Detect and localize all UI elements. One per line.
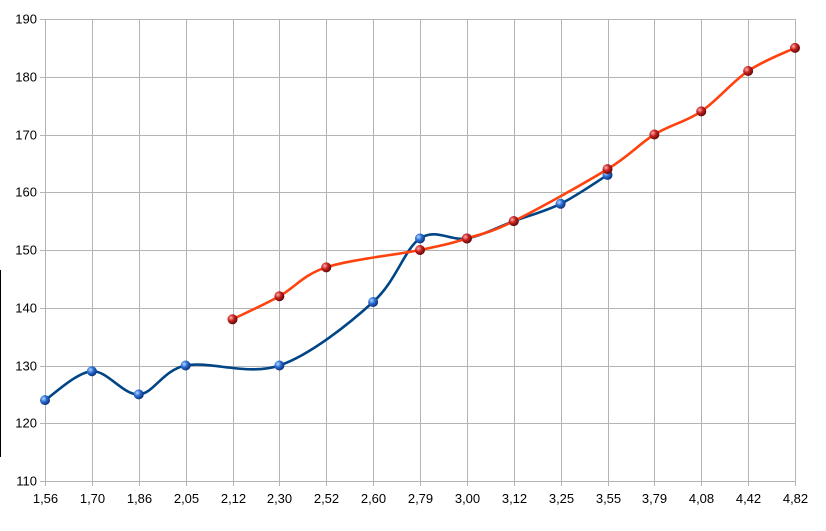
x-tick-label: 4,82 [783, 491, 808, 506]
x-tick-label: 3,79 [642, 491, 667, 506]
x-tick-label: 3,00 [455, 491, 480, 506]
x-tick-label: 2,79 [408, 491, 433, 506]
series-1-point [368, 296, 379, 307]
series-1-point [133, 389, 144, 400]
x-tick-label: 1,86 [127, 491, 152, 506]
series-1-point [40, 395, 50, 406]
x-tick-label: 2,52 [314, 491, 339, 506]
x-tick-label: 2,60 [361, 491, 386, 506]
series-2-line [231, 46, 797, 321]
x-tick-label: 3,25 [549, 491, 574, 506]
left-edge-bar [0, 270, 1, 457]
x-tick-label: 1,70 [80, 491, 105, 506]
series-2-point [696, 106, 707, 117]
y-tick-label: 130 [15, 359, 37, 374]
axes [40, 19, 796, 486]
x-tick-label: 4,08 [689, 491, 714, 506]
y-tick-label: 160 [15, 185, 37, 200]
series-1-point [180, 360, 191, 371]
x-tick-label: 2,05 [174, 491, 199, 506]
x-tick-label: 1,56 [33, 491, 58, 506]
y-tick-label: 170 [15, 128, 37, 143]
y-tick-label: 190 [15, 12, 37, 27]
series-2-point [743, 65, 754, 76]
series-2-point [649, 129, 660, 140]
y-tick-label: 180 [15, 70, 37, 85]
y-tick-label: 110 [16, 474, 37, 489]
series-2-point [227, 314, 238, 325]
series-1-point [274, 360, 285, 371]
series-2-point [274, 291, 285, 302]
series-1-point [555, 198, 566, 209]
series-1-point [86, 366, 97, 377]
x-tick-label: 2,12 [221, 491, 246, 506]
series-2-point [415, 245, 425, 255]
series-2-point [461, 233, 472, 244]
x-tick-label: 2,30 [267, 491, 292, 506]
y-tick-label: 150 [15, 243, 37, 258]
series-2-point [508, 216, 519, 227]
series-1-point [415, 233, 425, 244]
y-tick-label: 120 [15, 416, 37, 431]
series [40, 42, 800, 406]
series-2-point [790, 42, 800, 53]
series-2-point [602, 164, 613, 175]
x-tick-label: 4,42 [736, 491, 761, 506]
x-tick-label: 3,55 [596, 491, 621, 506]
series-2-point [321, 262, 332, 273]
series-2 [227, 42, 800, 325]
tick-labels: 110 120 130 140 150 160 170 180 190 1,56 1,70 1,86 2… [15, 12, 808, 507]
x-tick-label: 3,12 [502, 491, 527, 506]
y-tick-label: 140 [15, 301, 37, 316]
